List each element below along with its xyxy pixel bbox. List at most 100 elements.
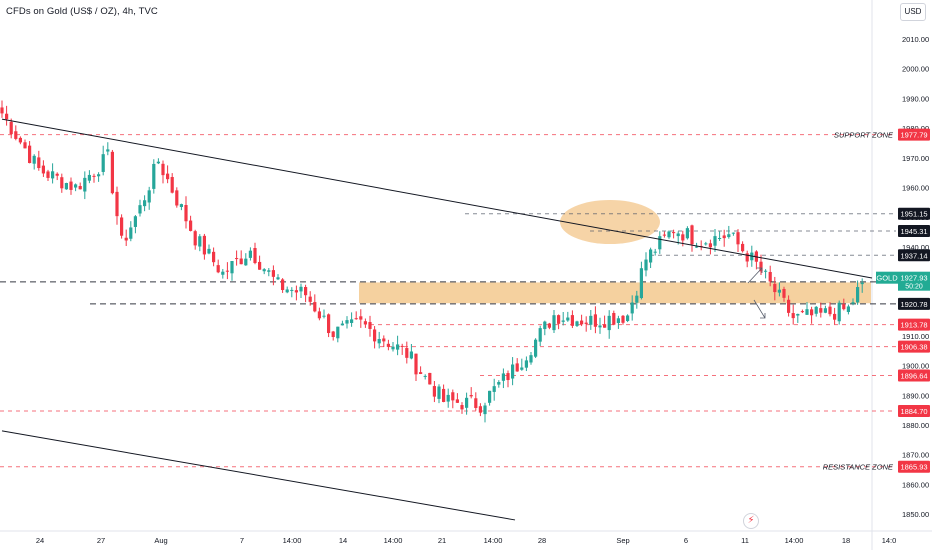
candle-body [764,270,768,272]
level-price-text: 1945.31 [900,227,927,236]
y-tick-label: 1880.00 [902,421,929,430]
candle-body [258,261,262,270]
candle-body [373,329,377,342]
candle-body [391,346,395,350]
level-price-text: 1977.79 [900,131,927,140]
level-price-text: 1906.38 [900,343,927,352]
candle-body [248,250,252,258]
candle-body [621,315,625,323]
candle-body [557,315,561,324]
candle-body [787,299,791,313]
trendline[interactable] [1,430,516,521]
level-price-text: 1865.93 [900,463,927,472]
candle-body [313,302,317,312]
current-price-text: 1927.93 [900,274,927,283]
candle-body [437,386,441,399]
candle-body [860,282,864,285]
candle-body [414,353,418,375]
candle-body [207,248,211,254]
y-tick-label: 1940.00 [902,243,929,252]
supply-demand-zone[interactable] [359,282,871,304]
candle-body [603,324,607,328]
candle-body [101,154,105,172]
candle-body [543,321,547,330]
candle-body [147,190,151,203]
candle-body [409,351,413,359]
candle-body [340,323,344,326]
candles[interactable] [0,100,864,423]
candle-body [653,251,657,253]
highlight-ellipse[interactable] [560,200,660,244]
candle-body [202,235,206,255]
candle-body [791,313,795,319]
candle-body [649,249,653,263]
candle-body [41,165,45,174]
candle-body [681,234,685,241]
candle-body [32,155,36,164]
current-price-label [898,271,930,291]
candle-body [626,315,630,322]
candle-body [377,339,381,344]
level-price-label [898,460,930,473]
candle-body [354,318,358,320]
candle-body [727,234,731,238]
symbol-text: GOLD [876,274,898,283]
candle-body [336,326,340,339]
candle-body [713,236,717,246]
candle-body [115,191,119,217]
candle-body [235,258,239,260]
x-tick-label: 27 [97,536,105,545]
candle-body [23,142,27,149]
candle-body [396,344,400,350]
x-tick-label: 6 [684,536,688,545]
candle-body [745,253,749,262]
candle-body [731,232,735,234]
candle-body [359,316,363,320]
candle-body [198,236,202,247]
level-price-label [898,369,930,382]
candle-body [244,258,248,266]
candle-body [419,372,423,374]
candle-body [120,217,124,236]
candle-body [478,406,482,413]
candle-body [253,248,257,264]
candle-body [0,107,4,114]
x-tick-label: 14:00 [283,536,302,545]
candle-body [667,231,671,238]
candle-body [133,216,137,227]
candle-body [299,286,303,292]
candle-body [64,183,68,190]
x-tick-label: 24 [36,536,44,545]
down-arrow-icon [753,299,766,319]
candle-body [511,364,515,379]
candle-body [488,390,492,403]
candle-body [432,386,436,397]
trendline[interactable] [1,118,873,279]
currency-button[interactable]: USD [900,3,926,21]
candle-body [331,331,335,337]
candle-body [598,325,602,328]
candle-body [506,373,510,381]
candle-body [322,315,326,317]
candle-body [515,363,519,372]
lightning-icon[interactable]: ⚡ [743,513,759,529]
candle-body [460,405,464,410]
candle-body [759,261,763,272]
candle-body [768,271,772,282]
candle-body [446,394,450,402]
level-price-label [898,318,930,331]
candle-body [685,228,689,239]
candle-body [400,345,404,347]
level-price-text: 1920.78 [900,300,927,309]
x-tick-label: 28 [538,536,546,545]
candle-body [796,313,800,316]
candle-body [566,317,570,321]
candle-body [833,313,837,320]
candle-body [630,302,634,314]
candle-body [60,177,64,189]
x-tick-label: 14:0 [882,536,897,545]
candle-body [55,173,59,176]
y-tick-label: 1990.00 [902,94,929,103]
